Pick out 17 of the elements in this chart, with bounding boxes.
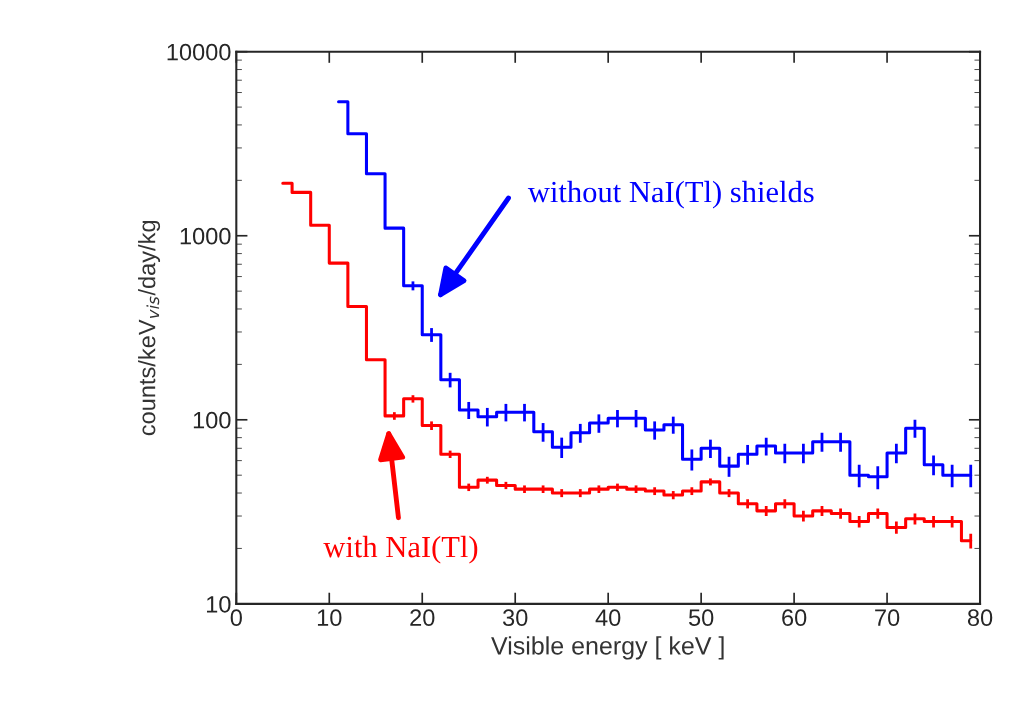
- x-tick-label: 10: [317, 609, 342, 627]
- x-tick-label: 20: [410, 609, 435, 627]
- y-axis-title: counts/keV$_{vis}$/day/kg: [138, 220, 161, 436]
- x-tick-label: 40: [595, 609, 621, 627]
- y-tick-label: 100: [193, 411, 231, 429]
- x-axis-title: Visible energy [ keV ]: [491, 636, 724, 660]
- x-tick-label: 60: [782, 609, 807, 627]
- annotation: without NaI(Tl) shields: [527, 180, 814, 209]
- annotation: with NaI(Tl): [323, 535, 478, 564]
- y-tick-label: 10000: [167, 43, 231, 61]
- x-tick-label: 50: [688, 609, 714, 627]
- x-tick-label: 80: [967, 609, 993, 627]
- x-tick-label: 30: [502, 609, 528, 627]
- y-tick-label: 1000: [180, 227, 231, 245]
- y-tick-label: 10: [206, 595, 231, 613]
- x-tick-label: 70: [875, 609, 900, 627]
- x-tick-label: 0: [230, 609, 242, 627]
